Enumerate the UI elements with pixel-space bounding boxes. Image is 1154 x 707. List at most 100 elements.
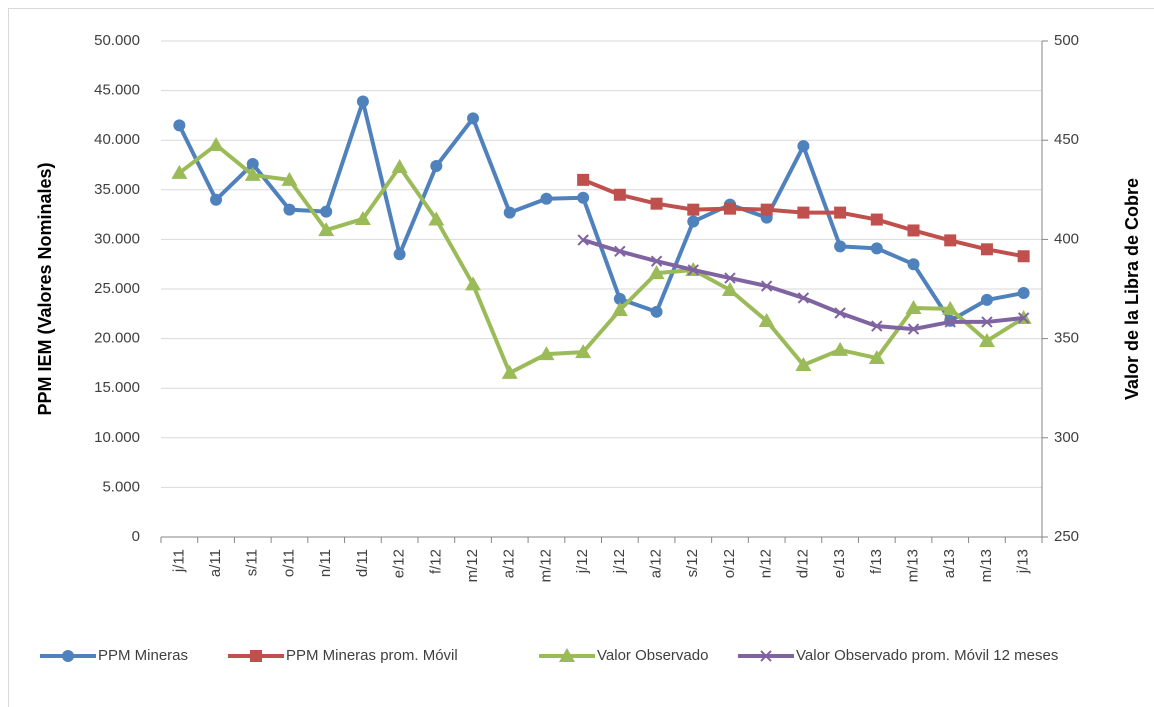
data-point [613,292,626,305]
data-point [834,206,847,219]
y2-tick-label: 450 [1054,131,1079,148]
legend-label: PPM Mineras prom. Móvil [286,647,458,664]
legend-marker [559,648,575,662]
data-point [907,258,920,271]
data-point [538,346,555,361]
data-point [354,210,371,225]
y2-tick-label: 250 [1054,528,1079,545]
data-point [834,240,847,253]
x-tick-label: o/11 [280,549,297,577]
x-tick-label: m/13 [978,549,995,582]
data-point [650,255,663,267]
y-axis-title: PPM IEM (Valores Nominales) [35,162,55,415]
x-tick-label: a/13 [941,549,958,578]
data-point [870,242,883,255]
data-point [687,215,700,228]
data-point [871,320,883,332]
data-point [797,206,810,219]
x-tick-label: j/12 [611,549,628,574]
data-point [501,364,518,379]
data-point [907,323,920,335]
legend-marker [250,650,262,662]
legend-label: Valor Observado prom. Móvil 12 meses [796,647,1058,664]
x-tick-label: m/13 [904,549,921,582]
data-point [978,332,995,347]
y-tick-label: 25.000 [94,280,140,297]
data-point [318,222,335,237]
data-point [540,192,553,205]
y-tick-label: 45.000 [94,82,140,99]
x-tick-label: a/12 [648,549,665,578]
data-point [797,140,810,153]
x-tick-label: j/12 [574,549,591,574]
x-tick-label: o/12 [721,549,738,578]
data-point [870,213,883,226]
data-point [1017,286,1030,299]
data-point [577,173,590,186]
y-tick-label: 20.000 [94,330,140,347]
data-point [320,205,333,218]
x-tick-label: m/12 [464,549,481,582]
y-tick-label: 35.000 [94,181,140,198]
data-point [760,203,773,216]
x-tick-label: e/13 [831,549,848,578]
data-point [760,280,773,292]
data-point [613,188,626,201]
data-point [430,159,443,172]
data-point [907,224,920,237]
data-point [687,203,700,216]
data-point [614,245,626,258]
data-point [687,264,699,276]
data-point [1017,250,1030,263]
y-tick-label: 30.000 [94,230,140,247]
y-tick-label: 0 [132,528,140,545]
data-point [244,166,261,181]
data-point [393,248,406,261]
series-line [177,99,1025,323]
x-tick-label: s/11 [244,549,261,576]
data-point [944,234,957,247]
y2-tick-label: 400 [1054,230,1079,247]
data-point [980,243,993,256]
data-point [980,293,993,306]
data-point [356,95,369,108]
data-point [944,316,956,328]
series-line [178,142,1025,375]
data-point [467,112,480,125]
data-point [724,272,736,284]
x-tick-label: n/11 [317,549,334,577]
frame [8,8,1154,707]
y-tick-label: 10.000 [94,429,140,446]
x-tick-label: f/13 [868,549,885,574]
data-point [208,136,225,151]
data-point [832,341,849,356]
data-point [281,171,298,186]
x-tick-label: a/11 [207,549,224,577]
data-point [465,276,482,291]
x-tick-label: j/13 [1015,549,1032,574]
x-tick-label: e/12 [391,549,408,578]
x-tick-label: f/12 [427,549,444,574]
y2-tick-label: 500 [1054,32,1079,49]
data-point [503,206,516,219]
legend-label: Valor Observado [597,647,708,664]
data-point [611,302,628,317]
data-point [834,307,846,319]
y2-tick-label: 300 [1054,429,1079,446]
data-point [575,344,592,359]
data-point [868,350,885,365]
y-tick-label: 50.000 [94,32,140,49]
y-tick-label: 5.000 [102,478,140,495]
x-tick-label: j/11 [170,549,187,573]
legend-marker [760,650,772,662]
data-point [210,193,223,206]
data-point [795,356,812,371]
data-point [171,164,188,179]
data-point [577,234,589,246]
data-point [797,292,810,304]
y-tick-label: 40.000 [94,131,140,148]
x-tick-label: n/12 [758,549,775,578]
legend-label: PPM Mineras [98,647,188,664]
data-point [723,202,736,215]
